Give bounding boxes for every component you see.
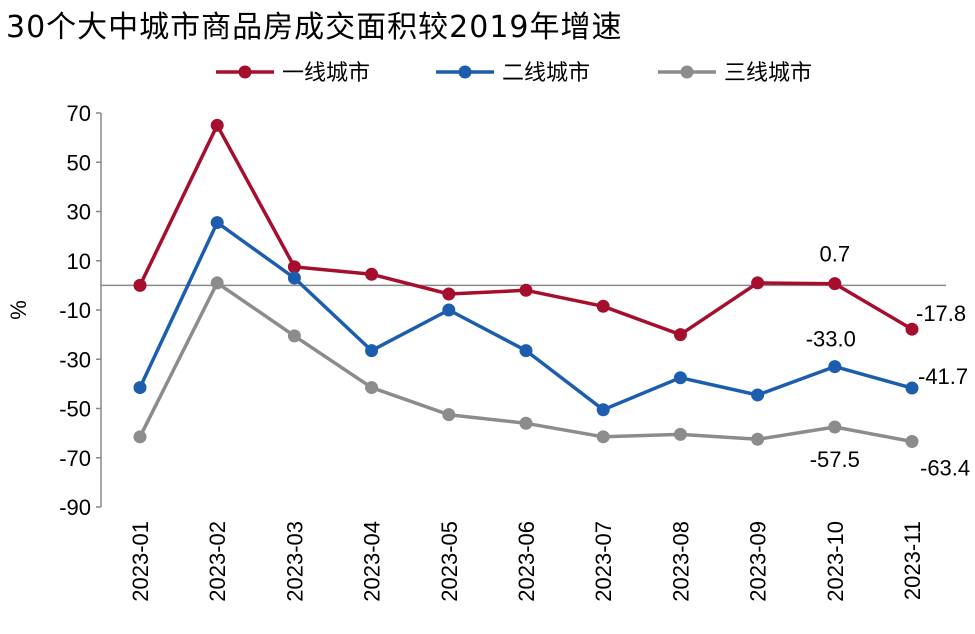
y-tick-label: 70 <box>67 101 91 126</box>
x-tick-label: 2023-07 <box>591 521 616 602</box>
x-tick-label: 2023-01 <box>128 521 153 602</box>
series-1-point <box>442 287 456 301</box>
x-tick-label: 2023-11 <box>900 521 925 600</box>
series-2-point <box>596 403 610 417</box>
y-tick-label: -10 <box>59 298 91 323</box>
series-3-point <box>210 276 224 290</box>
series-3-point <box>673 427 687 441</box>
series-2-point <box>905 381 919 395</box>
series-3-point <box>133 430 147 444</box>
series-2-point <box>442 303 456 317</box>
legend-label: 一线城市 <box>282 61 370 86</box>
data-label: -41.7 <box>918 364 968 389</box>
series-1-point <box>905 322 919 336</box>
y-tick-label: 30 <box>67 200 91 225</box>
data-label: -33.0 <box>806 327 856 352</box>
data-label: -63.4 <box>920 455 970 480</box>
series-1-point <box>519 283 533 297</box>
series-1-point <box>828 277 842 291</box>
series-1-point <box>365 267 379 281</box>
series-2-point <box>673 371 687 385</box>
series-1-point <box>596 299 610 313</box>
series-2-point <box>751 388 765 402</box>
series-3-point <box>905 434 919 448</box>
x-tick-label: 2023-08 <box>668 521 693 602</box>
y-tick-label: 10 <box>67 249 91 274</box>
series-1-point <box>133 278 147 292</box>
series-2-point <box>365 344 379 358</box>
x-tick-label: 2023-04 <box>360 521 385 602</box>
series-3-point <box>751 432 765 446</box>
legend-label: 三线城市 <box>724 61 812 86</box>
series-1-point <box>287 260 301 274</box>
series-3-point <box>519 416 533 430</box>
x-tick-label: 2023-09 <box>746 521 771 602</box>
series-2-point <box>287 271 301 285</box>
series-group <box>133 118 919 448</box>
legend-swatch-marker <box>458 65 472 79</box>
data-labels: 0.7 -17.8 -33.0 -41.7 -57.5 -63.4 <box>806 242 970 481</box>
x-axis: 2023-01 2023-02 2023-03 2023-04 2023-05 2023-… <box>128 521 925 602</box>
series-2-point <box>133 381 147 395</box>
data-label: -17.8 <box>916 301 966 326</box>
legend-swatch-marker <box>238 65 252 79</box>
legend: 一线城市 二线城市 三线城市 <box>216 61 812 86</box>
x-tick-label: 2023-02 <box>205 521 230 602</box>
y-tick-label: -50 <box>59 397 91 422</box>
y-tick-label: -70 <box>59 446 91 471</box>
data-label: -57.5 <box>810 447 860 472</box>
y-tick-label: 50 <box>67 150 91 175</box>
series-2-point <box>519 344 533 358</box>
series-1-point <box>673 328 687 342</box>
series-3-point <box>596 430 610 444</box>
series-1-point <box>210 118 224 132</box>
series-1-point <box>751 276 765 290</box>
series-3-point <box>287 329 301 343</box>
y-tick-label: -90 <box>59 495 91 520</box>
data-label: 0.7 <box>820 242 851 267</box>
series-2-point <box>210 216 224 230</box>
x-tick-label: 2023-10 <box>823 521 848 602</box>
legend-swatch-marker <box>680 65 694 79</box>
y-axis-label: % <box>6 300 31 320</box>
x-tick-label: 2023-03 <box>282 521 307 602</box>
series-2-point <box>828 360 842 374</box>
series-line-1 <box>138 123 913 337</box>
x-tick-label: 2023-05 <box>437 521 462 602</box>
chart-title: 30个大中城市商品房成交面积较2019年增速 <box>6 10 623 45</box>
series-3-point <box>365 381 379 395</box>
legend-label: 二线城市 <box>502 61 590 86</box>
series-3-point <box>442 408 456 422</box>
series-line-2 <box>138 220 913 412</box>
y-axis: 70 50 30 10 -10 -30 -50 -70 -90% <box>6 101 946 520</box>
series-3-point <box>828 420 842 434</box>
y-tick-label: -30 <box>59 347 91 372</box>
x-tick-label: 2023-06 <box>514 521 539 602</box>
